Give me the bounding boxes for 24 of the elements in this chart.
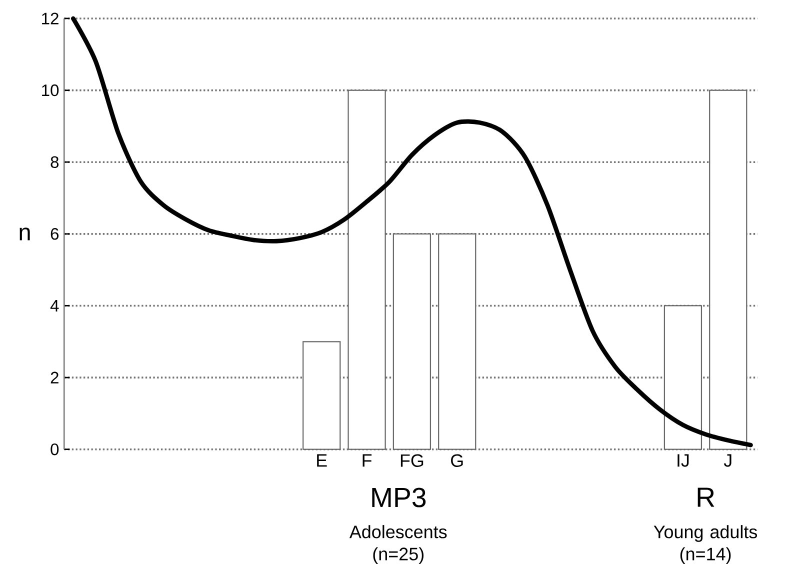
y-tick-label: 10 <box>42 84 59 96</box>
y-tick-label: 12 <box>42 12 58 24</box>
y-tick-label: 0 <box>50 443 59 456</box>
y-tick-label: 4 <box>50 300 59 312</box>
text: Adolescents (n=25) <box>349 524 447 564</box>
bar <box>664 305 702 450</box>
y-tick-label: 6 <box>50 228 59 240</box>
x-tick-label: F <box>362 454 372 467</box>
text: Young adults (n=14) <box>654 524 758 564</box>
bar <box>709 90 748 450</box>
x-tick-label: G <box>451 454 463 467</box>
text: R <box>698 488 714 507</box>
bar <box>392 233 432 450</box>
y-tick-label: 8 <box>50 156 59 168</box>
bar <box>348 90 386 450</box>
x-tick-label: E <box>317 454 327 467</box>
x-tick-label: IJ <box>678 454 689 467</box>
bar <box>438 233 476 450</box>
x-tick-label: FG <box>400 454 424 467</box>
y-tick-label: 2 <box>50 372 58 384</box>
x-tick-label: J <box>724 454 732 467</box>
y-axis-title: n <box>20 228 30 240</box>
text: MP3 <box>372 488 426 508</box>
bar <box>302 340 341 450</box>
